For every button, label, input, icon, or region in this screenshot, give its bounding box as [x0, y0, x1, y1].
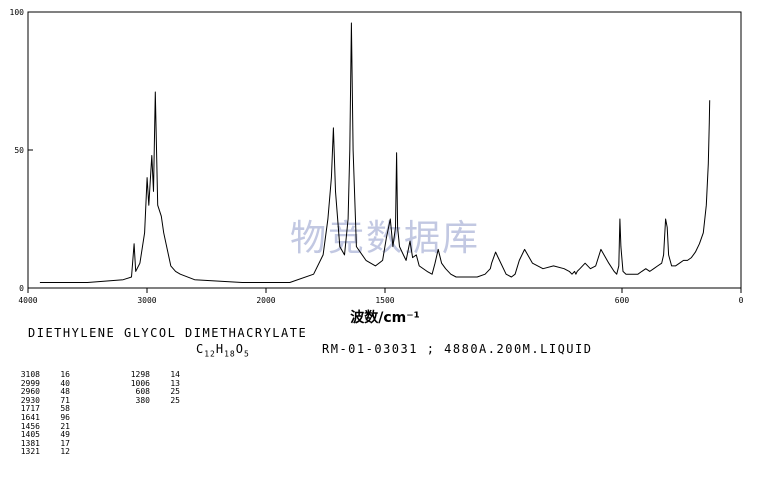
peak-row: 1641 96: [10, 412, 70, 423]
x-tick-label: 1500: [375, 296, 394, 305]
peak-row: 2999 40: [10, 378, 70, 389]
peak-intensity: 40: [60, 378, 70, 388]
peak-wavenumber: 608: [135, 387, 150, 397]
x-axis-label: 波数/cm⁻¹: [350, 309, 420, 326]
peak-row: 1298 14: [120, 370, 180, 380]
spectrum-line-0: [39, 22, 711, 283]
peak-intensity: 49: [60, 430, 70, 440]
peak-wavenumber: 1006: [130, 378, 150, 388]
compound-name: DIETHYLENE GLYCOL DIMETHACRYLATE: [28, 326, 308, 340]
peak-wavenumber: 1456: [20, 421, 40, 431]
peak-row: 380 25: [120, 395, 180, 406]
peak-wavenumber: 2960: [20, 387, 40, 397]
peak-wavenumber: 1405: [20, 430, 40, 440]
peak-row: 1006 13: [120, 378, 180, 389]
peak-row: 2960 48: [10, 388, 70, 397]
raman-spectrum-chart: 物竞数据库 0 50 100 4000 3000 2000 1500 600 0 波数/cm⁻¹: [10, 8, 744, 326]
peak-row: 608 25: [120, 388, 180, 397]
peak-intensity: 21: [60, 421, 70, 431]
peak-wavenumber: 1298: [130, 370, 150, 379]
peak-intensity: 25: [170, 387, 180, 397]
y-tick-label: 100: [10, 8, 25, 17]
peak-wavenumber: 1717: [20, 404, 40, 414]
x-tick-label: 4000: [18, 296, 37, 305]
peak-intensity: 71: [60, 395, 70, 405]
peak-intensity: 12: [60, 447, 70, 457]
peak-wavenumber: 1641: [20, 412, 40, 422]
molecular-formula: C12H18O5: [196, 342, 250, 358]
formula-c: C: [196, 342, 205, 356]
peak-intensity: 58: [60, 404, 70, 414]
peak-row: 1381 17: [10, 438, 70, 449]
peak-intensity: 14: [170, 370, 180, 379]
peak-wavenumber: 2930: [20, 395, 40, 405]
peak-table-left: 3108 16 2999 40 2960 48 2930 71 1717 58 1641 96 1456…: [10, 370, 70, 457]
peak-row: 2930 71: [10, 395, 70, 406]
y-tick-label: 50: [14, 146, 24, 155]
peak-row: 1321 12: [10, 448, 70, 457]
y-tick-label: 0: [19, 284, 24, 293]
peak-row: 3108 16: [10, 370, 70, 380]
peak-row: 1717 58: [10, 405, 70, 414]
x-tick-label: 2000: [256, 296, 275, 305]
peak-intensity: 16: [60, 370, 70, 379]
x-tick-label: 600: [615, 296, 630, 305]
formula-h-count: 18: [224, 349, 236, 359]
formula-c-count: 12: [204, 349, 216, 359]
peak-wavenumber: 2999: [20, 378, 40, 388]
peak-wavenumber: 380: [135, 395, 150, 405]
x-tick-label: 0: [739, 296, 744, 305]
peak-row: 1405 49: [10, 431, 70, 440]
x-tick-label: 3000: [137, 296, 156, 305]
peak-row: 1456 21: [10, 421, 70, 432]
peak-wavenumber: 3108: [20, 370, 40, 379]
peak-wavenumber: 1381: [20, 438, 40, 448]
peak-intensity: 13: [170, 378, 180, 388]
formula-h: H: [215, 342, 225, 356]
peak-table-right: 1298 14 1006 13 608 25 380 25: [120, 370, 180, 406]
peak-intensity: 25: [170, 395, 180, 405]
peak-wavenumber: 1321: [20, 447, 40, 457]
watermark-text: 物竞数据库: [290, 218, 480, 259]
catalog-info: RM-01-03031 ; 4880A.200M.LIQUID: [322, 342, 593, 356]
peak-intensity: 48: [60, 387, 70, 397]
peak-intensity: 96: [60, 412, 70, 422]
peak-intensity: 17: [60, 438, 70, 448]
formula-o: O: [235, 342, 244, 356]
formula-o-count: 5: [243, 349, 250, 359]
